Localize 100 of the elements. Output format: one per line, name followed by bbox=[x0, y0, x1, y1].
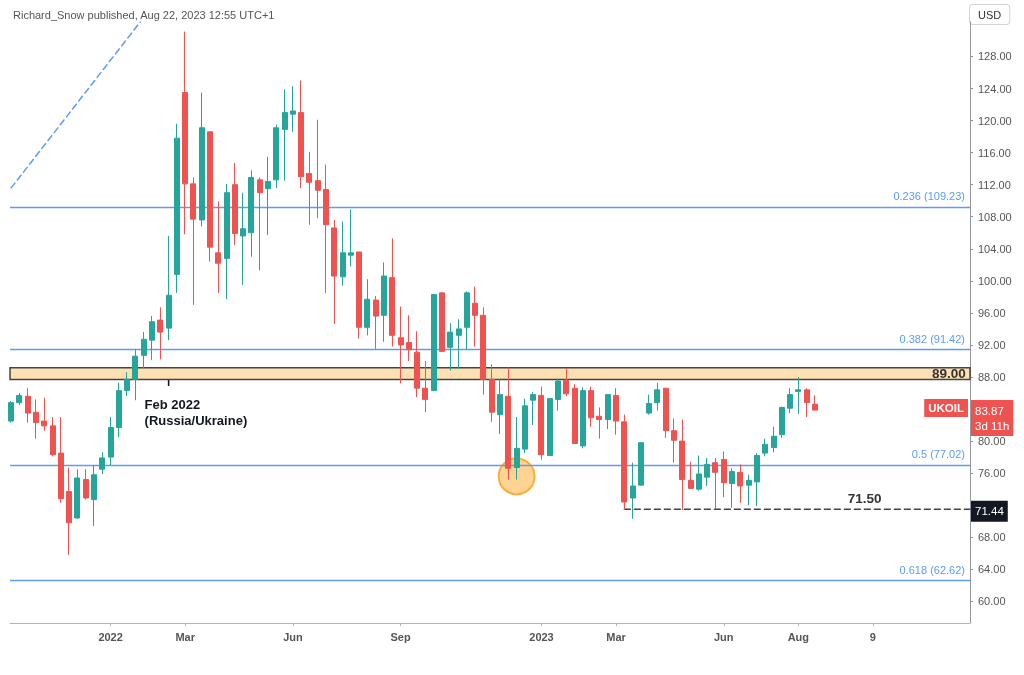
candlestick bbox=[522, 398, 528, 454]
ref-line-label: 0.618 (62.62) bbox=[899, 563, 965, 576]
candlestick bbox=[16, 392, 22, 406]
candlestick bbox=[124, 371, 130, 397]
candlestick bbox=[364, 278, 370, 336]
candlestick bbox=[232, 162, 238, 246]
candlestick bbox=[58, 416, 64, 504]
candlestick bbox=[323, 164, 329, 294]
annotation: 71.44 bbox=[975, 505, 1005, 518]
x-tick-label: Jun bbox=[283, 630, 303, 643]
candlestick bbox=[248, 169, 254, 258]
candlestick bbox=[166, 235, 172, 341]
y-tick-label: 76.00 bbox=[978, 467, 1006, 480]
candlestick bbox=[91, 464, 97, 527]
candlestick bbox=[679, 418, 685, 511]
candlestick bbox=[663, 387, 669, 439]
candlestick bbox=[464, 290, 470, 351]
x-tick-label: Sep bbox=[390, 630, 411, 643]
candlestick bbox=[290, 85, 296, 133]
candlestick bbox=[762, 438, 768, 457]
candlestick bbox=[605, 394, 611, 430]
candlestick bbox=[580, 386, 586, 449]
candlestick bbox=[224, 183, 230, 300]
candlestick bbox=[406, 314, 412, 362]
candlestick bbox=[282, 88, 288, 182]
candlestick bbox=[804, 387, 810, 418]
candlestick bbox=[99, 451, 105, 475]
candlestick bbox=[646, 394, 652, 416]
candlestick bbox=[787, 387, 793, 414]
y-tick-label: 112.00 bbox=[978, 178, 1011, 191]
candlestick bbox=[108, 416, 114, 466]
y-tick-label: 68.00 bbox=[978, 531, 1006, 544]
candlestick bbox=[497, 378, 503, 435]
candlestick bbox=[737, 463, 743, 504]
ref-line-label: 0.236 (109.23) bbox=[893, 190, 965, 203]
y-tick-label: 92.00 bbox=[978, 338, 1006, 351]
y-tick-label: 100.00 bbox=[978, 274, 1012, 287]
candlestick bbox=[265, 156, 271, 236]
candlestick bbox=[447, 322, 453, 372]
candlestick bbox=[348, 209, 354, 267]
candlestick bbox=[812, 394, 818, 411]
candlestick bbox=[340, 221, 346, 287]
candlestick bbox=[688, 461, 694, 489]
candlestick bbox=[538, 386, 544, 461]
series-label: 71.50 bbox=[847, 490, 882, 506]
candlestick bbox=[315, 119, 321, 219]
candlestick bbox=[555, 378, 561, 412]
y-tick-label: 104.00 bbox=[978, 242, 1012, 255]
y-tick-label: 80.00 bbox=[978, 435, 1006, 448]
candlestick bbox=[431, 293, 437, 392]
candlestick bbox=[257, 176, 263, 271]
candlestick bbox=[630, 462, 636, 520]
candlestick bbox=[414, 330, 420, 398]
candlestick bbox=[273, 124, 279, 189]
candlestick bbox=[398, 305, 404, 384]
candlestick bbox=[373, 295, 379, 350]
chart-title: Richard_Snow published, Aug 22, 2023 12:55 UTC+1 bbox=[13, 8, 275, 21]
candlestick bbox=[66, 467, 72, 556]
candlestick bbox=[174, 123, 180, 294]
candlestick bbox=[8, 400, 14, 424]
y-tick-label: 96.00 bbox=[978, 306, 1006, 319]
candlestick bbox=[613, 387, 619, 436]
candlestick bbox=[422, 360, 428, 413]
x-tick-label: Mar bbox=[606, 630, 627, 643]
candlestick bbox=[754, 452, 760, 507]
y-tick-label: 108.00 bbox=[978, 210, 1012, 223]
candlestick bbox=[572, 383, 578, 444]
candlestick bbox=[25, 387, 31, 424]
y-tick-label: 116.00 bbox=[978, 146, 1011, 159]
y-tick-label: 128.00 bbox=[978, 50, 1012, 63]
candlestick bbox=[704, 457, 710, 487]
candlestick bbox=[306, 151, 312, 226]
candlestick bbox=[771, 426, 777, 453]
candlestick bbox=[381, 261, 387, 343]
candlestick bbox=[696, 455, 702, 492]
candlestick bbox=[141, 331, 147, 369]
y-tick-label: 88.00 bbox=[978, 370, 1006, 383]
candlestick bbox=[389, 237, 395, 348]
x-tick-label: Aug bbox=[787, 630, 810, 643]
candlestick bbox=[779, 406, 785, 439]
x-tick-label: 2022 bbox=[98, 630, 123, 643]
candlestick bbox=[83, 468, 89, 501]
candlestick bbox=[472, 285, 478, 348]
y-tick-label: 124.00 bbox=[978, 82, 1012, 95]
y-tick-label: 60.00 bbox=[978, 595, 1006, 608]
x-tick-label: Jun bbox=[714, 630, 734, 643]
ref-line-label: 0.5 (77.02) bbox=[911, 448, 965, 461]
candlestick bbox=[50, 416, 56, 457]
x-tick-label: 9 bbox=[869, 630, 876, 643]
candlestick bbox=[356, 251, 362, 340]
candlestick bbox=[721, 451, 727, 498]
candlestick bbox=[331, 219, 337, 325]
candlestick bbox=[712, 457, 718, 510]
text: 83.87 3d 11h bbox=[975, 404, 1010, 432]
y-tick-label: 120.00 bbox=[978, 114, 1012, 127]
candlestick bbox=[41, 397, 47, 432]
candlestick bbox=[746, 474, 752, 506]
candlestick bbox=[795, 376, 801, 415]
ref-line-label: 0.382 (91.42) bbox=[899, 333, 965, 346]
candlestick bbox=[33, 398, 39, 440]
